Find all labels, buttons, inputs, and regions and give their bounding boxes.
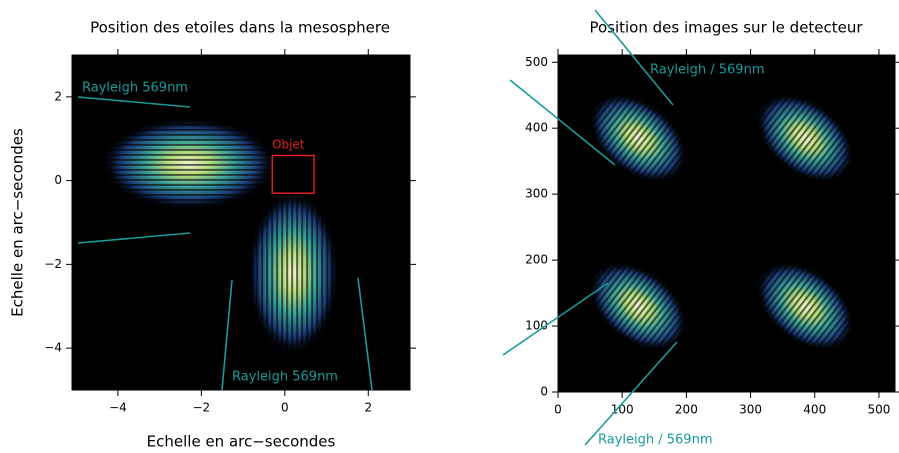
annotation-lines xyxy=(77,9,678,446)
spot-fringes xyxy=(100,117,277,210)
spot xyxy=(755,261,855,351)
x-tick-label: 0 xyxy=(554,403,562,417)
annotation: Rayleigh 569nm xyxy=(82,81,188,96)
x-axis-label: Echelle en arc−secondes xyxy=(147,433,336,451)
annotation-line xyxy=(221,279,233,391)
annotation-line xyxy=(77,232,191,244)
annotation-line xyxy=(77,96,191,108)
object-box xyxy=(271,154,315,194)
y-tick-label: −2 xyxy=(44,257,62,271)
annotation: Rayleigh / 569nm xyxy=(650,63,764,78)
annotation-line xyxy=(509,79,616,166)
spot xyxy=(247,190,340,355)
y-axis-label: Echelle en arc−secondes xyxy=(9,128,27,317)
image xyxy=(588,93,855,351)
x-tick-label: 0 xyxy=(281,401,289,415)
spot-fringes xyxy=(588,93,688,183)
annotation: Rayleigh 569nm xyxy=(232,370,338,385)
x-tick-label: 400 xyxy=(803,403,826,417)
y-tick-label: −4 xyxy=(44,341,62,355)
y-tick-label: 2 xyxy=(54,89,62,103)
y-tick-label: 500 xyxy=(525,55,548,69)
x-tick-label: 300 xyxy=(739,403,762,417)
spot-fringes xyxy=(247,190,340,355)
x-tick-label: 500 xyxy=(867,403,890,417)
spot xyxy=(588,93,688,183)
chart-title: Position des images sur le detecteur xyxy=(589,19,863,37)
plot-area xyxy=(72,55,410,390)
spot xyxy=(755,93,855,183)
chart-title: Position des etoiles dans la mesosphere xyxy=(90,19,390,37)
x-tick-label: 2 xyxy=(364,401,372,415)
y-tick-label: 100 xyxy=(525,319,548,333)
y-tick-label: 400 xyxy=(525,121,548,135)
x-tick-label: −4 xyxy=(109,401,127,415)
spot xyxy=(588,261,688,351)
spot-fringes xyxy=(755,93,855,183)
y-tick-label: 0 xyxy=(540,385,548,399)
spot-fringes xyxy=(588,261,688,351)
x-tick-label: −2 xyxy=(193,401,211,415)
x-tick-label: 100 xyxy=(611,403,634,417)
y-tick-label: 200 xyxy=(525,253,548,267)
spot-fringes xyxy=(755,261,855,351)
annotation-line xyxy=(502,282,609,356)
frame xyxy=(71,54,411,391)
spot xyxy=(100,117,277,210)
y-tick-label: 300 xyxy=(525,187,548,201)
image xyxy=(100,117,340,355)
annotation: Rayleigh / 569nm xyxy=(598,433,712,448)
frame xyxy=(557,54,896,393)
x-tick-label: 200 xyxy=(675,403,698,417)
annotation-line xyxy=(584,341,678,446)
annotation-line xyxy=(357,277,373,391)
annotation-line xyxy=(594,9,674,106)
y-tick-label: 0 xyxy=(54,173,62,187)
annotation: Objet xyxy=(272,138,305,152)
